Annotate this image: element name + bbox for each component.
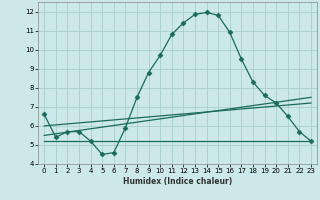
X-axis label: Humidex (Indice chaleur): Humidex (Indice chaleur): [123, 177, 232, 186]
